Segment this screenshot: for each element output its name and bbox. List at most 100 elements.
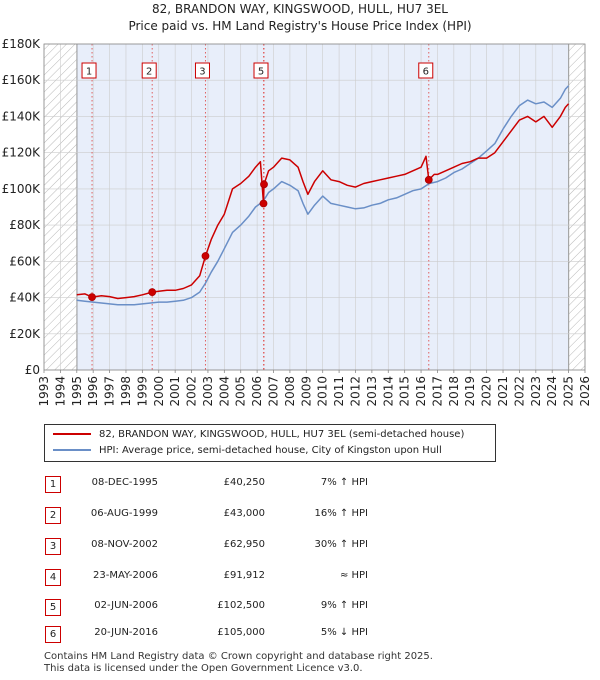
y-tick-label: £0 [25,363,40,377]
plot-frame [43,43,586,371]
legend-label-property: 82, BRANDON WAY, KINGSWOOD, HULL, HU7 3E… [99,429,465,440]
chart-subtitle: Price paid vs. HM Land Registry's House … [128,19,472,33]
x-tick-label: 2004 [217,376,231,407]
sale-date: 06-AUG-1999 [90,508,158,519]
sale-point-6 [424,175,433,184]
property-price-line [76,103,570,300]
x-tick-label: 1995 [70,376,84,407]
x-tick-label: 2011 [332,376,346,407]
x-tick-label: 1998 [119,376,133,407]
x-tick-label: 2026 [578,376,592,407]
x-tick-label: 2015 [398,376,412,407]
y-tick-label: £100K [2,182,42,196]
x-tick-label: 2005 [234,376,248,407]
table-row: 2 06-AUG-1999 £43,000 16% ↑ HPI [0,507,600,525]
x-tick-label: 1997 [103,376,117,407]
legend: 82, BRANDON WAY, KINGSWOOD, HULL, HU7 3E… [44,424,496,462]
sale-date: 08-DEC-1995 [91,477,158,488]
x-tick-label: 2014 [381,376,395,407]
sale-badge-label-5: 5 [258,67,264,78]
x-tick-label: 2017 [430,376,444,407]
sale-point-3 [201,252,210,260]
x-tick-label: 2006 [250,376,264,407]
table-row: 1 08-DEC-1995 £40,250 7% ↑ HPI [0,476,600,494]
sale-price: £62,950 [223,539,265,550]
x-tick-label: 1996 [86,376,100,407]
sale-date: 20-JUN-2016 [94,627,158,638]
x-tick-label: 2012 [348,376,362,407]
y-tick-label: £60K [9,254,41,268]
sale-price: £105,000 [217,627,265,638]
sale-price: £43,000 [223,508,265,519]
sale-number-badge: 3 [45,538,61,555]
sale-badge-label-3: 3 [199,67,205,78]
x-tick-label: 1993 [37,376,51,407]
y-tick-label: £80K [9,218,41,232]
legend-item-property: 82, BRANDON WAY, KINGSWOOD, HULL, HU7 3E… [53,427,464,443]
x-tick-label: 2013 [365,376,379,407]
sale-badge-box-5 [253,62,269,79]
x-tick-label: 2007 [267,376,281,407]
sale-badge-box-1 [81,62,97,79]
x-tick-label: 1999 [135,376,149,407]
sale-date: 23-MAY-2006 [92,570,158,581]
x-tick-label: 2019 [463,376,477,407]
hpi-line [76,85,570,306]
sale-price: £40,250 [223,477,265,488]
sale-point-2 [148,288,157,297]
x-tick-label: 2022 [512,376,526,407]
sale-number-badge: 2 [45,507,61,524]
sale-badge-label-2: 2 [146,67,152,78]
sale-date: 02-JUN-2006 [94,600,158,611]
sale-point-4 [259,199,268,208]
legend-swatch-hpi [53,449,91,451]
x-tick-label: 2021 [496,376,510,407]
sale-number-badge: 1 [45,476,61,493]
chart-title: 82, BRANDON WAY, KINGSWOOD, HULL, HU7 3E… [152,2,448,16]
sale-point-5 [260,180,268,189]
sale-hpi-relation: 9% ↑ HPI [320,600,368,611]
table-row: 6 20-JUN-2016 £105,000 5% ↓ HPI [0,626,600,644]
sale-hpi-relation: 16% ↑ HPI [314,508,368,519]
x-tick-label: 2020 [480,376,494,407]
footer-copyright: Contains HM Land Registry data © Crown c… [44,651,433,662]
x-tick-label: 2025 [562,376,576,407]
legend-label-hpi: HPI: Average price, semi-detached house,… [99,445,442,456]
sale-price: £91,912 [223,570,265,581]
table-row: 5 02-JUN-2006 £102,500 9% ↑ HPI [0,599,600,617]
x-tick-label: 2009 [299,376,313,407]
sale-badge-box-3 [194,62,210,79]
sale-badge-box-2 [141,62,157,79]
y-tick-label: £20K [9,327,41,341]
sale-point-1 [88,293,96,302]
sale-hpi-relation: 5% ↓ HPI [320,627,368,638]
sale-badge-label-6: 6 [423,67,429,78]
x-tick-label: 2000 [152,376,166,407]
legend-swatch-property [53,433,91,435]
sale-number-badge: 4 [45,569,61,586]
x-tick-label: 2018 [447,376,461,407]
x-tick-label: 2008 [283,376,297,407]
sale-number-badge: 5 [45,599,61,616]
sale-hpi-relation: 7% ↑ HPI [320,477,368,488]
sale-price: £102,500 [217,600,265,611]
table-row: 3 08-NOV-2002 £62,950 30% ↑ HPI [0,538,600,556]
sale-badge-box-6 [418,62,434,79]
price-chart: 1 2 3 5 6 £0 £20K £40K £60K £80K £100K £120K £140K £… [2,37,592,407]
sale-badge-label-1: 1 [86,67,92,78]
hatched-region-2 [568,44,585,370]
y-tick-label: £120K [2,146,42,160]
x-tick-label: 2010 [316,376,330,407]
sale-hpi-relation: 30% ↑ HPI [314,539,368,550]
x-tick-label: 1994 [53,376,67,407]
y-tick-label: £180K [2,37,42,51]
legend-item-hpi: HPI: Average price, semi-detached house,… [53,443,442,459]
sale-hpi-relation: ≈ HPI [339,570,368,581]
y-tick-label: £140K [2,109,42,123]
footer-licence: This data is licensed under the Open Gov… [44,663,363,674]
x-tick-label: 2003 [201,376,215,407]
sale-number-badge: 6 [45,626,61,643]
table-row: 4 23-MAY-2006 £91,912 ≈ HPI [0,569,600,587]
x-tick-label: 2016 [414,376,428,407]
x-tick-label: 2001 [168,376,182,407]
